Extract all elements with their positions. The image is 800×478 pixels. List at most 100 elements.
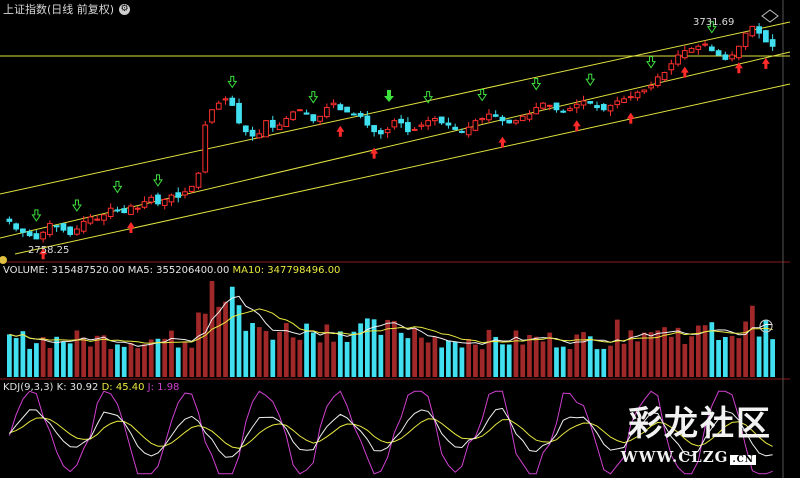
volume-bar: [371, 319, 377, 377]
candle-body: [128, 205, 134, 215]
candle-body: [708, 46, 715, 52]
sell-signal-arrow: [153, 174, 163, 187]
volume-bar: [648, 332, 654, 377]
candle-body: [715, 50, 722, 56]
candle-body: [438, 116, 445, 124]
sell-signal-arrow: [646, 56, 656, 69]
candle-body: [47, 223, 53, 236]
buy-signal-arrow: [126, 222, 135, 234]
volume-bar: [189, 347, 195, 377]
volume-bar: [88, 346, 93, 377]
chart-title-text: 上证指数(日线 前复权): [3, 3, 115, 16]
candle-body: [87, 216, 94, 224]
channel-upper-line: [0, 21, 791, 195]
candle-body: [283, 117, 290, 128]
volume-bar: [635, 341, 640, 377]
volume-bar: [729, 335, 735, 377]
volume-ma10-line: [9, 308, 773, 344]
solid-sell-signal-arrow: [384, 90, 394, 102]
sell-signal-arrow: [585, 73, 596, 87]
candle-body: [242, 125, 249, 133]
kdj-k: K: 30.92: [56, 382, 99, 393]
volume-bar: [385, 319, 390, 377]
kdj-k-line: [9, 407, 773, 458]
volume-bar: [121, 346, 127, 377]
kdj-j: J: 1.98: [147, 382, 180, 393]
candle-body: [756, 26, 762, 34]
candle-body: [418, 124, 425, 127]
volume-bar: [54, 336, 60, 377]
volume-bar: [155, 338, 161, 377]
volume-bar: [675, 327, 681, 377]
volume-bar: [412, 328, 418, 377]
volume-bar: [148, 339, 154, 377]
watermark-url-text: WWW.CLZG: [620, 448, 729, 466]
candle-body: [452, 126, 459, 130]
candle-body: [67, 226, 74, 235]
volume-bar: [223, 301, 228, 377]
volume-bar: [608, 345, 613, 377]
candle-body: [769, 39, 776, 47]
buy-signal-arrow: [626, 112, 635, 124]
candle-body: [263, 120, 269, 138]
candle-body: [323, 107, 330, 118]
candle-body: [681, 50, 688, 59]
buy-signal-arrow: [572, 120, 581, 132]
sell-signal-arrow: [71, 199, 82, 212]
volume-bar: [216, 306, 222, 377]
volume-bar: [263, 330, 269, 377]
volume-bar: [405, 338, 411, 377]
volume-bar: [668, 336, 674, 377]
volume-bar: [452, 341, 458, 377]
candle-body: [80, 220, 87, 232]
volume-bar: [310, 332, 316, 377]
volume-bar: [101, 335, 107, 377]
candle-body: [357, 112, 364, 117]
candle-body: [364, 115, 371, 126]
candle-body: [53, 225, 60, 228]
volume-bar: [182, 342, 188, 377]
candle-body: [425, 120, 432, 127]
candle-body: [378, 130, 384, 135]
volume-bar: [479, 349, 485, 377]
volume-bar: [351, 331, 357, 377]
candle-body: [465, 126, 472, 136]
candle-body: [594, 105, 600, 109]
candle-body: [60, 223, 67, 231]
kdj-d-line: [9, 417, 773, 449]
watermark-cn: .CN: [730, 455, 756, 465]
circle-gear-icon[interactable]: ⚙: [119, 4, 130, 15]
candle-body: [729, 54, 735, 60]
sell-signal-arrow: [477, 88, 488, 102]
volume-bar: [34, 343, 39, 377]
candle-body: [276, 124, 283, 131]
candle-body: [587, 101, 594, 104]
volume-bar: [473, 344, 478, 377]
volume-bar: [446, 340, 451, 377]
volume-marker-circle: [759, 319, 773, 333]
volume-bar: [459, 347, 465, 377]
volume-bar: [364, 318, 370, 377]
low-price-label: 2758.25: [28, 245, 70, 256]
candle-body: [371, 125, 377, 133]
volume-bar: [304, 323, 309, 377]
volume-bar: [662, 327, 667, 377]
candle-body: [763, 30, 769, 43]
candle-body: [330, 102, 337, 106]
kdj-j-line: [8, 390, 773, 475]
volume-bar: [256, 327, 262, 377]
candle-body: [567, 108, 573, 111]
volume-legend: VOLUME: 315487520.00 MA5: 355206400.00 M…: [3, 265, 340, 277]
candle-body: [405, 122, 411, 133]
volume-bar: [547, 332, 553, 377]
volume-bar: [587, 336, 593, 377]
volume-bar: [270, 339, 276, 377]
candle-body: [215, 102, 222, 110]
volume-bar: [554, 347, 559, 377]
sell-signal-arrow: [31, 209, 42, 222]
candle-body: [580, 100, 587, 106]
volume-bar: [722, 337, 728, 377]
sell-signal-arrow: [227, 75, 238, 89]
volume-bar: [40, 337, 46, 377]
